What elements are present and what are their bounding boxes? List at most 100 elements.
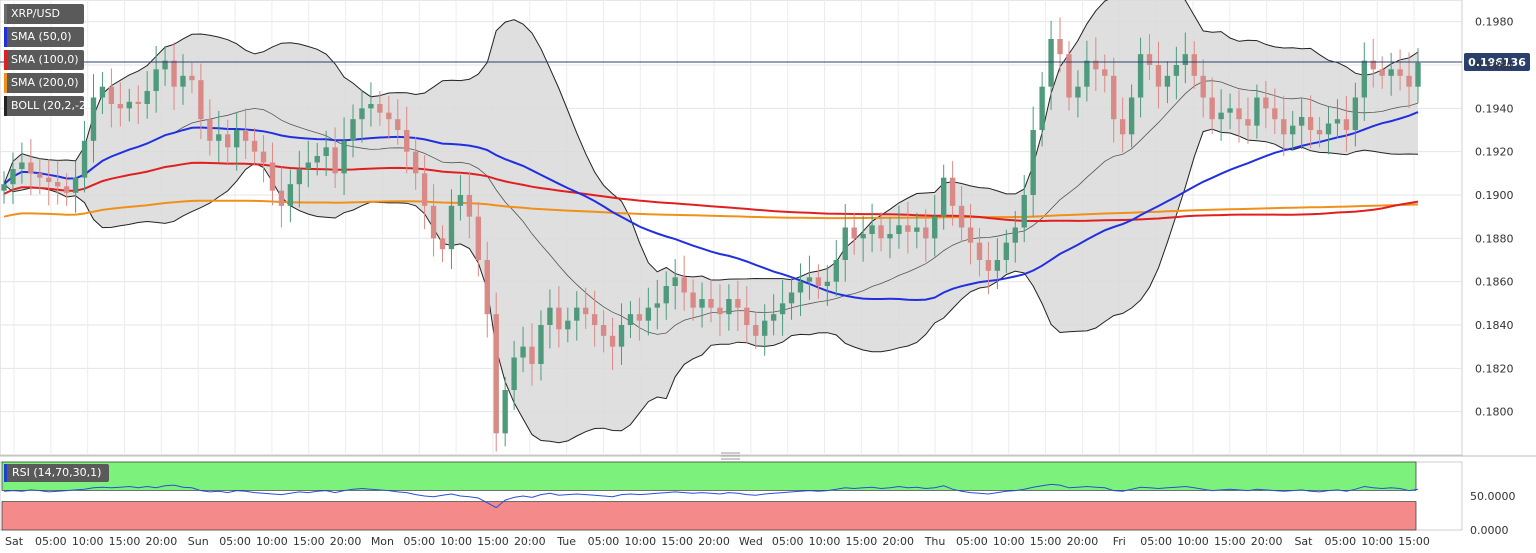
candle-body <box>574 307 580 321</box>
x-tick-label: 05:00 <box>588 535 620 548</box>
candle-body <box>1084 60 1090 87</box>
current-price-value: 0.196136 <box>1468 56 1526 69</box>
candle-body <box>949 177 956 206</box>
candle-body <box>28 162 34 174</box>
x-tick-label: Fri <box>1113 535 1126 548</box>
candle-body <box>1334 119 1341 124</box>
candle-body <box>842 227 848 260</box>
legend-sma-50[interactable]: SMA (50,0) <box>4 27 84 47</box>
candle-body <box>198 80 204 120</box>
candle-body <box>108 86 115 104</box>
x-tick-label: Mon <box>371 535 394 548</box>
candle-body <box>395 119 401 130</box>
candle-body <box>135 101 141 104</box>
candle-body <box>547 307 553 325</box>
x-tick-label: 05:00 <box>772 535 804 548</box>
candle-body <box>645 307 652 321</box>
candle-body <box>717 307 723 315</box>
legend-label: SMA (50,0) <box>11 30 72 43</box>
candle-body <box>538 325 544 364</box>
indicator-legend: XRP/USD SMA (50,0) SMA (100,0) SMA (200,… <box>4 4 90 116</box>
candle-body <box>421 173 428 206</box>
legend-label: SMA (100,0) <box>11 53 79 66</box>
candle-body <box>19 162 25 169</box>
x-tick-label: 15:00 <box>846 535 878 548</box>
candle-body <box>350 119 356 141</box>
candle-body <box>81 140 88 178</box>
x-tick-label: 15:00 <box>1030 535 1062 548</box>
x-tick-label: 15:00 <box>1214 535 1246 548</box>
y-tick-label: 0.1820 <box>1475 362 1514 375</box>
candle-body <box>1003 242 1010 260</box>
candle-body <box>994 260 1001 271</box>
candle-body <box>233 130 240 148</box>
candle-body <box>1272 108 1278 120</box>
x-tick-label: 15:00 <box>661 535 693 548</box>
x-tick-label: 15:00 <box>293 535 325 548</box>
current-price-tag <box>1464 53 1530 72</box>
candle-body <box>878 225 884 239</box>
candle-body <box>305 162 311 169</box>
rsi-legend[interactable]: RSI (14,70,30,1) <box>4 464 110 482</box>
candle-body <box>368 104 374 109</box>
rsi-oversold-zone <box>1 501 1417 531</box>
candle-body <box>1298 117 1305 126</box>
x-tick-label: Sun <box>188 535 209 548</box>
candle-body <box>1182 54 1189 65</box>
candle-body <box>216 134 222 141</box>
candle-body <box>448 205 455 250</box>
candle-body <box>386 112 392 120</box>
candle-body <box>1227 108 1233 113</box>
rsi-tick-label: 0.0000 <box>1470 524 1509 537</box>
x-tick-label: Wed <box>739 535 763 548</box>
candle-body <box>260 151 267 163</box>
legend-sma-100[interactable]: SMA (100,0) <box>4 50 84 70</box>
sma-lines <box>3 111 1419 302</box>
sma-200-line <box>3 199 1419 220</box>
candle-body <box>1066 54 1072 98</box>
sma-100-line <box>3 161 1419 222</box>
candle-body <box>466 195 473 217</box>
x-tick-label: 15:00 <box>109 535 141 548</box>
candle-body <box>887 234 893 239</box>
candle-body <box>180 75 186 87</box>
candle-body <box>976 242 983 260</box>
rsi-line <box>3 483 1419 509</box>
legend-boll[interactable]: BOLL (20,2,-2) <box>4 96 90 116</box>
candle-body <box>493 314 499 434</box>
candle-body <box>609 335 616 347</box>
candle-body <box>556 307 562 330</box>
candle-body <box>1137 54 1144 98</box>
candle-body <box>72 177 79 193</box>
candle-body <box>672 277 678 286</box>
candle-body <box>1325 123 1332 135</box>
price-axis: 0.1800 0.1820 0.1840 0.1860 0.1880 0.1900 0.19… <box>1475 16 1514 419</box>
legend-xrpusd[interactable]: XRP/USD <box>4 4 84 24</box>
y-tick-label: 0.1920 <box>1475 146 1514 159</box>
candle-body <box>1111 75 1117 120</box>
candle-body <box>1048 39 1054 87</box>
legend-sma-200[interactable]: SMA (200,0) <box>4 73 84 93</box>
candle-body <box>1093 60 1099 70</box>
candle-body <box>457 195 464 206</box>
candle-body <box>1245 119 1251 126</box>
legend-swatch <box>4 464 7 482</box>
x-tick-label: Sat <box>5 535 24 548</box>
candle-body <box>967 227 974 243</box>
x-tick-label: 10:00 <box>809 535 841 548</box>
legend-swatch <box>4 96 7 116</box>
candle-body <box>1021 195 1027 228</box>
candle-body <box>520 346 526 358</box>
panel-resize-handle[interactable] <box>0 452 1536 460</box>
candle-body <box>1155 65 1162 87</box>
x-tick-label: 10:00 <box>72 535 104 548</box>
x-tick-label: 10:00 <box>993 535 1025 548</box>
candle-body <box>332 147 338 174</box>
candle-body <box>162 60 168 70</box>
candle-body <box>896 225 902 234</box>
candle-body <box>932 216 938 239</box>
candle-body <box>484 260 490 315</box>
candle-body <box>90 97 97 141</box>
candle-body <box>797 281 804 293</box>
